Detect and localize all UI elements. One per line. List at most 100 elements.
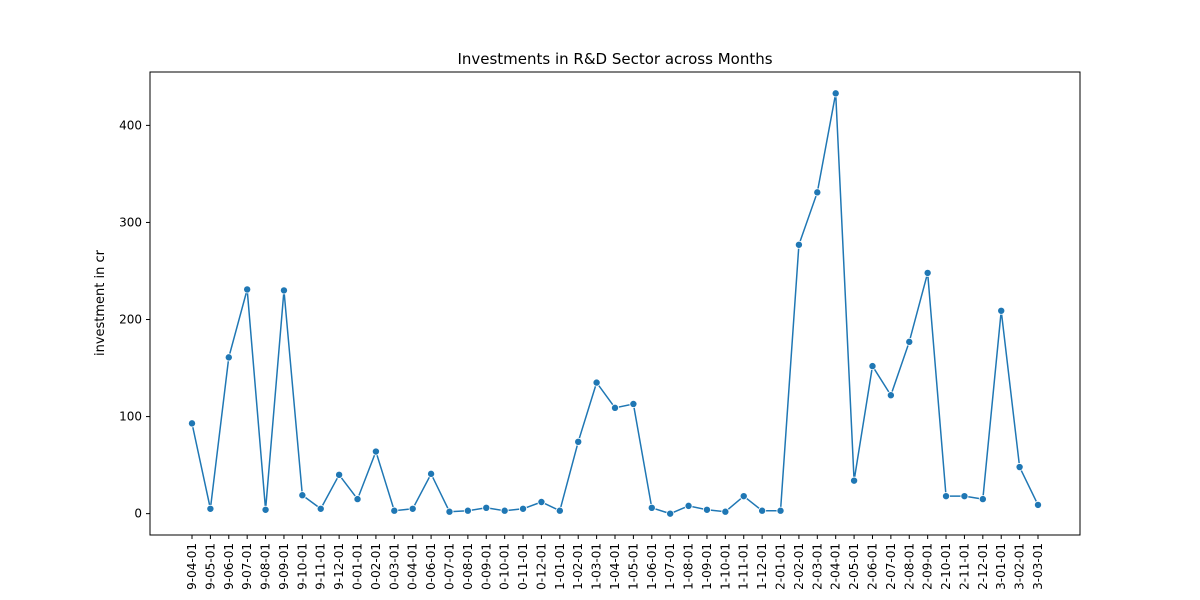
data-point [684,501,693,510]
x-tick-label: 2-07-01 [884,543,898,590]
data-point [390,506,399,515]
x-tick-label: 0-07-01 [442,543,456,590]
data-point [758,506,767,515]
data-point [555,506,564,515]
data-point [298,491,307,500]
series-line [191,93,1039,515]
x-tick-label: 2-04-01 [829,543,843,590]
x-tick-label: 1-08-01 [682,543,696,590]
data-point [243,285,252,294]
data-point [463,506,472,515]
x-tick-label: 9-11-01 [314,543,328,590]
x-tick-label: 2-06-01 [865,543,879,590]
x-tick-label: 9-06-01 [222,543,236,590]
x-tick-label: 1-11-01 [737,543,751,590]
data-point [850,476,859,485]
x-tick-label: 0-12-01 [534,543,548,590]
data-point [519,504,528,513]
x-tick-label: 2-01-01 [774,543,788,590]
data-point [997,306,1006,315]
data-point [647,503,656,512]
x-tick-label: 0-01-01 [351,543,365,590]
x-tick-label: 9-05-01 [203,543,217,590]
data-point [702,505,711,514]
data-point [831,89,840,98]
data-point [868,362,877,371]
x-tick-label: 3-03-01 [1031,543,1045,590]
x-tick-label: 9-09-01 [277,543,291,590]
x-tick-label: 0-03-01 [387,543,401,590]
x-tick-label: 0-06-01 [424,543,438,590]
data-point [1015,463,1024,472]
x-tick-label: 1-06-01 [645,543,659,590]
data-point [739,492,748,501]
data-point [776,506,785,515]
data-point [316,504,325,513]
data-point [611,403,620,412]
x-tick-label: 2-03-01 [810,543,824,590]
x-tick-label: 0-09-01 [479,543,493,590]
x-tick-label: 3-02-01 [1013,543,1027,590]
x-tick-label: 2-08-01 [902,543,916,590]
x-tick-label: 0-02-01 [369,543,383,590]
y-tick-label: 400 [119,118,142,132]
data-point [537,497,546,506]
x-tick-label: 1-10-01 [718,543,732,590]
x-tick-label: 1-01-01 [553,543,567,590]
data-points [187,89,1043,518]
data-point [335,470,344,479]
data-point [206,504,215,513]
data-point [592,378,601,387]
data-point [629,399,638,408]
x-tick-label: 2-09-01 [921,543,935,590]
x-tick-label: 2-05-01 [847,543,861,590]
x-tick-label: 9-04-01 [185,543,199,590]
data-point [353,495,362,504]
y-axis-label: investment in cr [93,249,108,356]
data-point [427,469,436,478]
data-point [574,437,583,446]
data-point [960,492,969,501]
x-tick-label: 0-10-01 [498,543,512,590]
x-tick-label: 1-03-01 [590,543,604,590]
data-point [905,337,914,346]
data-point [224,353,233,362]
x-tick-label: 9-07-01 [240,543,254,590]
x-tick-label: 1-07-01 [663,543,677,590]
chart-title: Investments in R&D Sector across Months [457,50,772,68]
x-tick-label: 1-05-01 [626,543,640,590]
x-tick-label: 1-02-01 [571,543,585,590]
data-point [408,504,417,513]
x-tick-label: 0-11-01 [516,543,530,590]
x-tick-label: 9-10-01 [295,543,309,590]
data-point [813,188,822,197]
x-tick-label: 1-04-01 [608,543,622,590]
x-tick-label: 2-10-01 [939,543,953,590]
data-point [886,391,895,400]
data-point [187,419,196,428]
data-point [794,240,803,249]
data-point [721,507,730,516]
plot-frame [149,71,1081,536]
y-tick-label: 100 [119,410,142,424]
x-tick-label: 1-09-01 [700,543,714,590]
x-tick-label: 1-12-01 [755,543,769,590]
data-point [261,505,270,514]
data-point [923,268,932,277]
data-point [500,506,509,515]
x-tick-label: 0-04-01 [406,543,420,590]
y-tick-label: 200 [119,313,142,327]
data-point [371,447,380,456]
x-tick-label: 9-12-01 [332,543,346,590]
data-point [942,492,951,501]
data-point [978,495,987,504]
x-tick-label: 2-12-01 [976,543,990,590]
x-tick-label: 2-11-01 [957,543,971,590]
data-point [279,286,288,295]
y-axis: 0 100 200 300 400 [119,118,150,521]
data-point [1034,500,1043,509]
x-tick-label: 0-08-01 [461,543,475,590]
x-tick-label: 2-02-01 [792,543,806,590]
y-tick-label: 300 [119,215,142,229]
data-point [445,507,454,516]
